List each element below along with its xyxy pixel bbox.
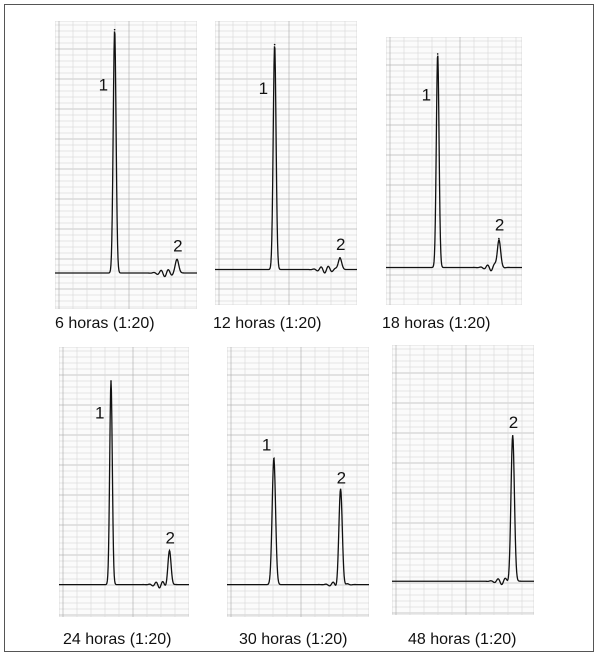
- peak-label-1: 1: [262, 435, 271, 454]
- peak-2-apex: [168, 550, 171, 553]
- peak-1-apex: [273, 457, 275, 460]
- paper-background: [227, 347, 369, 617]
- peak-label-1: 1: [99, 75, 108, 94]
- peak-label-2: 2: [495, 216, 504, 235]
- paper-grid: [55, 21, 197, 309]
- chromatogram-trace: [392, 435, 534, 586]
- peak-2-apex: [498, 237, 500, 240]
- paper-background: [386, 37, 522, 305]
- chromatogram-trace: [59, 380, 189, 589]
- chromatogram-trace: [215, 46, 357, 274]
- paper-grid: [215, 21, 357, 305]
- paper-grid: [392, 345, 534, 615]
- chromatogram-panel-48h: 2: [392, 345, 534, 615]
- caption-18h: 18 horas (1:20): [382, 315, 491, 332]
- caption-12h: 12 horas (1:20): [213, 315, 322, 332]
- paper-grid: [386, 37, 522, 305]
- peak-2-apex: [176, 258, 178, 261]
- paper-background: [55, 21, 197, 309]
- caption-24h: 24 horas (1:20): [63, 631, 172, 648]
- caption-48h: 48 horas (1:20): [408, 631, 517, 648]
- chromatogram-trace: [386, 55, 522, 272]
- chromatogram-12h: 12: [215, 21, 357, 305]
- peak-2-apex: [339, 490, 342, 493]
- peak-label-2: 2: [509, 413, 518, 432]
- chromatogram-48h: 2: [392, 345, 534, 615]
- peak-2-apex: [339, 256, 341, 259]
- peak-label-2: 2: [336, 235, 345, 254]
- caption-30h: 30 horas (1:20): [239, 631, 348, 648]
- peak-1-apex: [110, 380, 112, 382]
- peak-label-1: 1: [95, 404, 104, 423]
- caption-6h: 6 horas (1:20): [55, 315, 155, 332]
- chromatogram-18h: 12: [386, 37, 522, 305]
- peak-label-2: 2: [173, 237, 182, 256]
- peak-label-1: 1: [422, 86, 431, 105]
- peak-label-2: 2: [337, 469, 346, 488]
- paper-grid: [227, 347, 369, 617]
- peak-1-apex: [436, 53, 439, 55]
- chromatogram-trace: [227, 456, 369, 587]
- paper-background: [59, 347, 189, 617]
- peak-1-apex: [273, 43, 276, 46]
- peak-label-1: 1: [259, 79, 268, 98]
- chromatogram-trace: [55, 31, 197, 278]
- peak-label-2: 2: [166, 528, 175, 547]
- chromatogram-30h: 12: [227, 347, 369, 617]
- chromatogram-24h: 12: [59, 347, 189, 617]
- chromatogram-6h: 12: [55, 21, 197, 309]
- paper-background: [392, 345, 534, 615]
- peak-1-apex: [113, 28, 116, 31]
- peak-2-apex: [511, 435, 514, 437]
